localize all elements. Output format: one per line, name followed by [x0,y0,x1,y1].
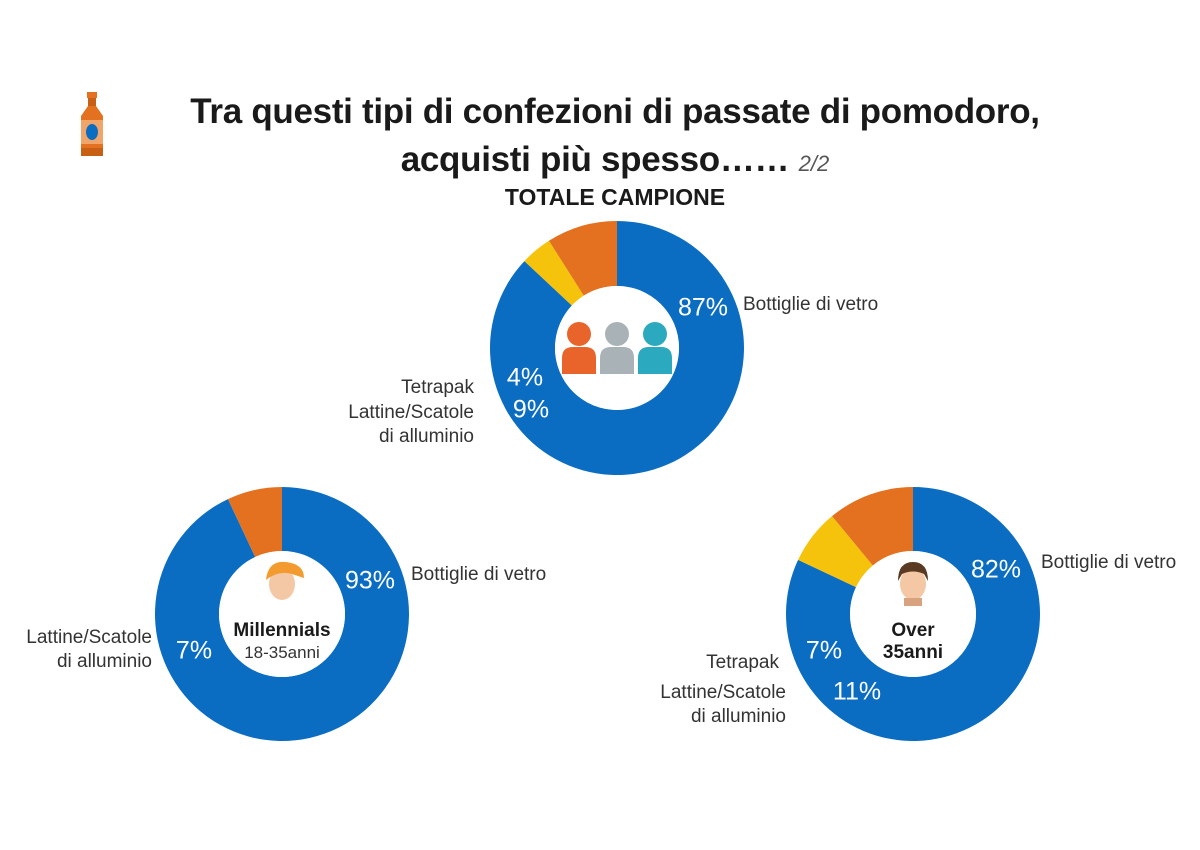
donut-chart-millennials: 93% 7% Bottiglie di vetro Lattine/Scatole di… [26,487,546,741]
title-line-2: acquisti più spesso…… [400,140,790,179]
donut-slice-bottiglie-di-vetro [786,487,1040,741]
three-people-icon [562,322,672,374]
category-label-tetrapak: Tetrapak [706,652,779,673]
page-indicator: 2/2 [798,151,830,176]
value-label-lattine-scatole-di-alluminio: 11% [833,678,881,706]
value-label-lattine-scatole-di-alluminio: 7% [176,637,212,665]
category-label-lattine-scatole-di-alluminio: Lattine/Scatole di alluminio [660,682,786,727]
category-label-lattine-scatole-di-alluminio: Lattine/Scatole di alluminio [348,402,474,447]
center-label-title: Over [891,620,935,641]
donut-center [850,551,976,677]
donut-chart-over-35: 82% 7% 11% Bottiglie di vetro Tetrapak Lattin… [660,487,1176,741]
category-label-bottiglie-di-vetro: Bottiglie di vetro [743,294,878,315]
chart-title: Tra questi tipi di confezioni di passate… [100,88,1130,188]
title-line-1: Tra questi tipi di confezioni di passate… [190,92,1040,131]
donut-slice-tetrapak [798,516,873,588]
value-label-bottiglie-di-vetro: 93% [345,567,395,595]
chart-subtitle: TOTALE CAMPIONE [504,184,726,210]
value-label-bottiglie-di-vetro: 82% [971,556,1021,584]
donut-slice-lattine-scatole-di-alluminio [548,221,617,296]
center-label-subtitle: 35anni [883,642,943,663]
category-label-lattine-scatole-di-alluminio: Lattine/Scatole di alluminio [26,627,152,672]
value-label-lattine-scatole-di-alluminio: 9% [513,396,549,424]
donut-center [219,551,345,677]
category-label-tetrapak: Tetrapak [401,377,474,398]
category-label-bottiglie-di-vetro: Bottiglie di vetro [411,564,546,585]
donut-slice-bottiglie-di-vetro [154,487,409,741]
center-label-title: Millennials [233,620,330,641]
donut-slice-lattine-scatole-di-alluminio [832,487,913,566]
bottle-icon [81,92,103,156]
donut-chart-total: 87% 4% 9% Bottiglie di vetro Tetrapak Lattine… [348,221,878,475]
center-label-subtitle: 18-35anni [244,643,320,662]
category-label-bottiglie-di-vetro: Bottiglie di vetro [1041,552,1176,573]
millennial-face-icon [266,561,304,600]
value-label-tetrapak: 7% [806,637,842,665]
donut-slice-lattine-scatole-di-alluminio [227,487,282,557]
value-label-tetrapak: 4% [507,364,543,392]
adult-face-icon [898,562,928,606]
value-label-bottiglie-di-vetro: 87% [678,294,728,322]
donut-slice-tetrapak [524,240,584,306]
donut-slice-bottiglie-di-vetro [489,221,744,475]
